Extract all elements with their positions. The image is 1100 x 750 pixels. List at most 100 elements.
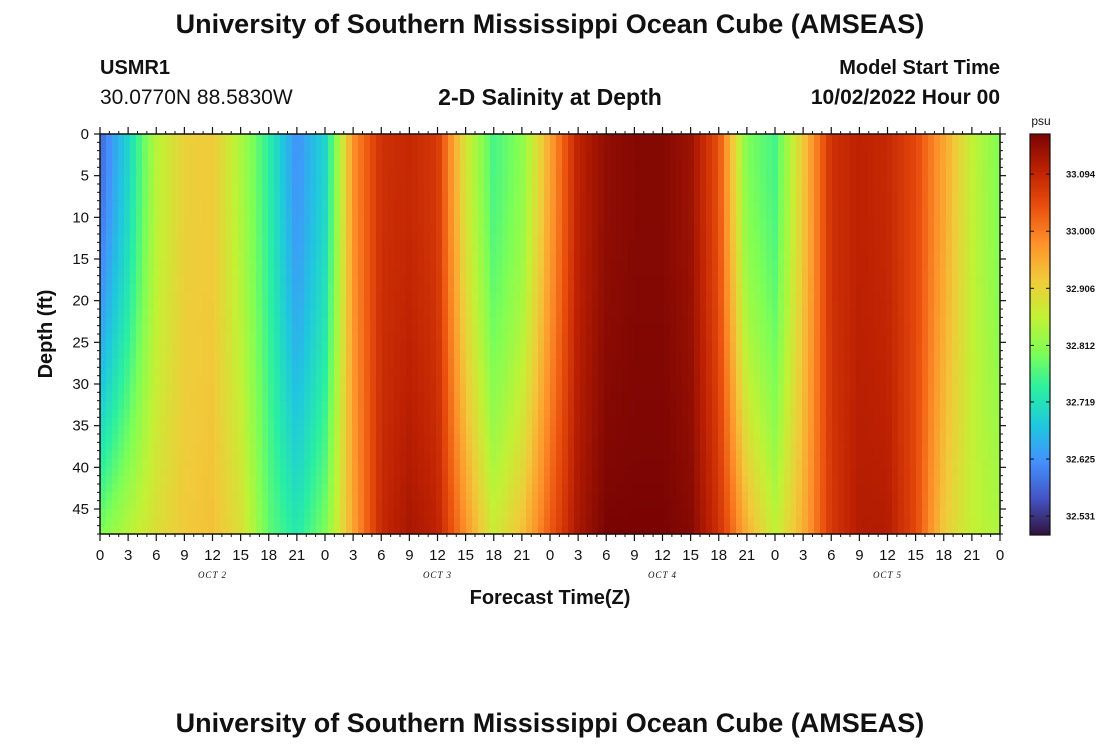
heatmap-cell xyxy=(682,192,689,202)
heatmap-cell xyxy=(370,200,377,210)
heatmap-cell xyxy=(250,242,257,252)
heatmap-cell xyxy=(490,400,497,410)
heatmap-cell xyxy=(544,267,551,277)
heatmap-cell xyxy=(382,334,389,343)
heatmap-cell xyxy=(310,225,317,235)
heatmap-cell xyxy=(718,467,725,477)
heatmap-cell xyxy=(256,184,263,193)
heatmap-cell xyxy=(364,350,371,360)
heatmap-cell xyxy=(250,150,257,160)
heatmap-cell xyxy=(238,209,245,218)
heatmap-cell xyxy=(604,317,611,327)
heatmap-cell xyxy=(160,225,167,235)
heatmap-cell xyxy=(244,417,251,427)
heatmap-cell xyxy=(718,325,725,335)
heatmap-cell xyxy=(226,442,233,452)
heatmap-cell xyxy=(628,484,635,493)
heatmap-cell xyxy=(508,242,515,252)
heatmap-cell xyxy=(526,350,533,360)
heatmap-cell xyxy=(328,300,335,310)
heatmap-cell xyxy=(466,517,473,527)
heatmap-cell xyxy=(244,425,251,435)
heatmap-cell xyxy=(136,267,143,277)
heatmap-cell xyxy=(406,150,413,160)
heatmap-cell xyxy=(196,425,203,435)
heatmap-cell xyxy=(688,509,695,518)
heatmap-cell xyxy=(412,234,419,243)
heatmap-cell xyxy=(664,484,671,493)
heatmap-cell xyxy=(436,384,443,393)
heatmap-cell xyxy=(712,300,719,310)
heatmap-cell xyxy=(604,400,611,410)
heatmap-cell xyxy=(364,525,371,535)
heatmap-cell xyxy=(226,500,233,510)
heatmap-cell xyxy=(166,259,173,268)
heatmap-cell xyxy=(658,175,665,185)
heatmap-cell xyxy=(406,450,413,460)
heatmap-cell xyxy=(190,184,197,193)
heatmap-cell xyxy=(682,334,689,343)
heatmap-cell xyxy=(166,392,173,402)
heatmap-cell xyxy=(400,342,407,352)
heatmap-cell xyxy=(472,317,479,327)
heatmap-cell xyxy=(712,342,719,352)
heatmap-cell xyxy=(424,259,431,268)
heatmap-cell xyxy=(514,367,521,377)
heatmap-cell xyxy=(196,450,203,460)
heatmap-cell xyxy=(382,459,389,468)
heatmap-cell xyxy=(112,167,119,177)
heatmap-cell xyxy=(508,500,515,510)
heatmap-cell xyxy=(202,375,209,385)
heatmap-cell xyxy=(244,509,251,518)
heatmap-cell xyxy=(472,525,479,535)
heatmap-cell xyxy=(250,525,257,535)
heatmap-cell xyxy=(676,500,683,510)
heatmap-cell xyxy=(148,517,155,527)
heatmap-cell xyxy=(556,467,563,477)
heatmap-cell xyxy=(454,417,461,427)
heatmap-cell xyxy=(100,175,107,185)
heatmap-cell xyxy=(688,250,695,260)
heatmap-cell xyxy=(526,184,533,193)
heatmap-cell xyxy=(532,467,539,477)
heatmap-cell xyxy=(256,234,263,243)
heatmap-cell xyxy=(340,509,347,518)
heatmap-cell xyxy=(262,409,269,418)
heatmap-cell xyxy=(220,300,227,310)
heatmap-cell xyxy=(268,167,275,177)
heatmap-cell xyxy=(532,317,539,327)
heatmap-cell xyxy=(598,192,605,202)
heatmap-cell xyxy=(178,167,185,177)
heatmap-cell xyxy=(394,525,401,535)
heatmap-cell xyxy=(514,475,521,485)
heatmap-cell xyxy=(286,367,293,377)
heatmap-cell xyxy=(478,325,485,335)
heatmap-cell xyxy=(532,359,539,368)
heatmap-cell xyxy=(520,234,527,243)
heatmap-cell xyxy=(358,309,365,318)
heatmap-cell xyxy=(346,384,353,393)
heatmap-cell xyxy=(670,309,677,318)
heatmap-cell xyxy=(196,409,203,418)
heatmap-cell xyxy=(460,175,467,185)
heatmap-cell xyxy=(676,450,683,460)
heatmap-cell xyxy=(112,292,119,302)
heatmap-cell xyxy=(370,484,377,493)
heatmap-cell xyxy=(574,342,581,352)
heatmap-cell xyxy=(562,342,569,352)
heatmap-cell xyxy=(280,242,287,252)
heatmap-cell xyxy=(616,250,623,260)
heatmap-cell xyxy=(598,400,605,410)
heatmap-cell xyxy=(454,175,461,185)
heatmap-cell xyxy=(334,375,341,385)
heatmap-cell xyxy=(484,475,491,485)
heatmap-cell xyxy=(664,375,671,385)
heatmap-cell xyxy=(262,167,269,177)
heatmap-cell xyxy=(286,250,293,260)
heatmap-cell xyxy=(676,392,683,402)
heatmap-cell xyxy=(100,400,107,410)
heatmap-cell xyxy=(550,425,557,435)
heatmap-cell xyxy=(208,192,215,202)
heatmap-cell xyxy=(640,234,647,243)
heatmap-cell xyxy=(604,200,611,210)
